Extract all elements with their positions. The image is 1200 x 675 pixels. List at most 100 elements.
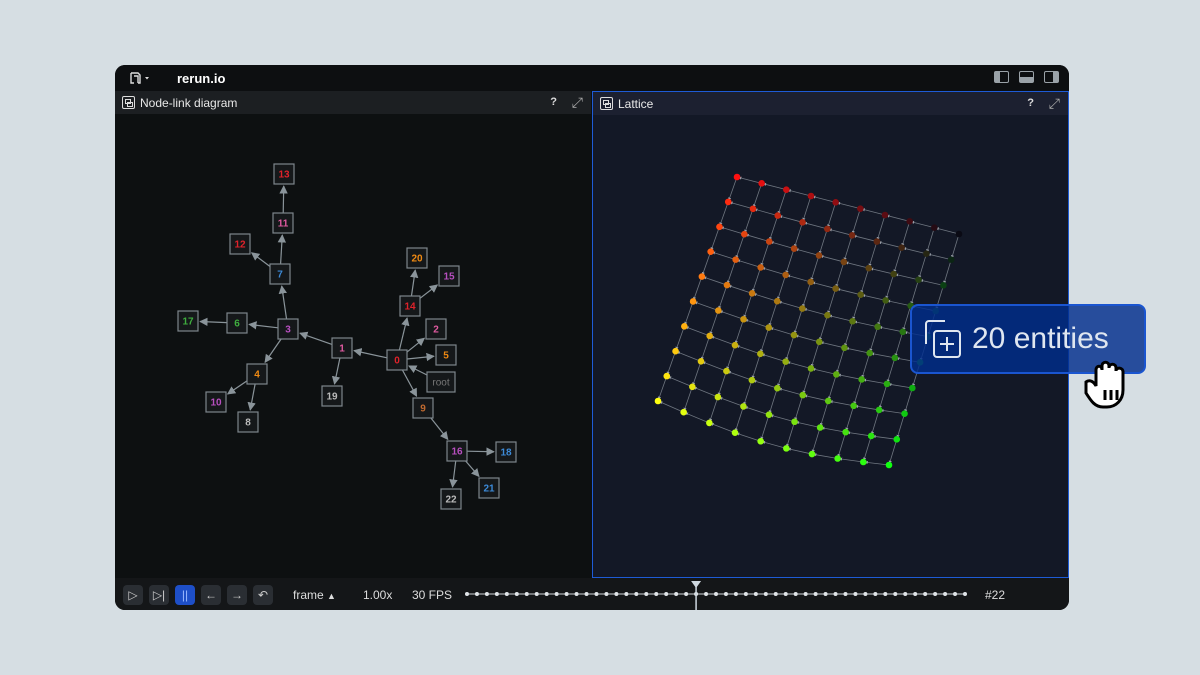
graph-node[interactable]: 12 (229, 233, 251, 255)
lattice-node[interactable] (815, 338, 823, 346)
lattice-node[interactable] (790, 331, 798, 339)
lattice-node[interactable] (740, 315, 747, 323)
lattice-node[interactable] (681, 323, 688, 330)
lattice-node[interactable] (816, 424, 824, 431)
lattice-node[interactable] (824, 311, 831, 319)
lattice-node[interactable] (765, 324, 773, 331)
lattice-node[interactable] (707, 248, 714, 255)
lattice-node[interactable] (748, 290, 756, 297)
rerun-logo-menu-icon[interactable] (129, 70, 151, 86)
lattice-node[interactable] (748, 376, 756, 384)
graph-node[interactable]: 11 (272, 212, 294, 234)
lattice-node[interactable] (865, 264, 873, 272)
lattice-node[interactable] (774, 384, 781, 392)
lattice-node[interactable] (824, 225, 831, 233)
lattice-node[interactable] (909, 384, 916, 392)
lattice-node[interactable] (824, 397, 832, 405)
lattice-node[interactable] (858, 376, 865, 383)
lattice-node[interactable] (807, 365, 815, 372)
graph-node[interactable]: 18 (495, 441, 517, 463)
lattice-node[interactable] (716, 223, 723, 231)
graph-node[interactable]: 3 (277, 318, 299, 340)
lattice-node[interactable] (757, 437, 764, 445)
play-button[interactable]: ▷ (123, 585, 143, 605)
lattice-node[interactable] (891, 354, 899, 362)
lattice-node[interactable] (672, 347, 679, 355)
lattice-node[interactable] (866, 349, 873, 357)
lattice-node[interactable] (765, 411, 773, 419)
lattice-node[interactable] (906, 218, 913, 225)
lattice-node[interactable] (689, 383, 696, 391)
lattice-node[interactable] (758, 180, 765, 187)
lattice-node[interactable] (867, 432, 875, 440)
graph-node[interactable]: 16 (446, 440, 468, 462)
graph-node[interactable]: 9 (412, 397, 434, 419)
loop-button[interactable]: ↶ (253, 585, 273, 605)
toggle-left-panel-icon[interactable] (994, 71, 1009, 83)
graph-node[interactable]: 8 (237, 411, 259, 433)
lattice-node[interactable] (807, 192, 815, 200)
lattice-node[interactable] (857, 291, 864, 298)
lattice-node[interactable] (723, 281, 731, 289)
graph-node[interactable]: 19 (321, 385, 343, 407)
lattice-node[interactable] (849, 317, 856, 325)
lattice-node[interactable] (749, 205, 757, 213)
lattice-node[interactable] (741, 230, 748, 238)
lattice-node[interactable] (773, 297, 781, 305)
lattice-node[interactable] (883, 380, 891, 388)
help-button[interactable]: ? (1027, 97, 1034, 109)
graph-node[interactable]: 21 (478, 477, 500, 499)
lattice-node[interactable] (848, 232, 856, 239)
graph-node[interactable]: 15 (438, 265, 460, 287)
lattice-node[interactable] (706, 332, 713, 340)
graph-node[interactable]: 6 (226, 312, 248, 334)
lattice-node[interactable] (791, 418, 798, 426)
lattice-node[interactable] (893, 436, 901, 443)
lattice-node[interactable] (715, 307, 722, 314)
lattice-node[interactable] (698, 273, 706, 280)
lattice-node[interactable] (783, 186, 790, 193)
toggle-bottom-panel-icon[interactable] (1019, 71, 1034, 83)
graph-node[interactable]: 7 (269, 263, 291, 285)
lattice-node[interactable] (923, 250, 930, 258)
lattice-node[interactable] (874, 323, 881, 331)
graph-node[interactable]: 4 (246, 363, 268, 385)
lattice-node[interactable] (940, 282, 947, 289)
lattice-node[interactable] (901, 410, 908, 417)
lattice-node[interactable] (815, 252, 823, 259)
lattice-node[interactable] (732, 256, 739, 263)
lattice-node[interactable] (783, 445, 790, 452)
lattice-graph[interactable] (593, 115, 1067, 577)
lattice-node[interactable] (689, 298, 697, 305)
graph-node[interactable]: 1 (331, 337, 353, 359)
lattice-node[interactable] (774, 212, 782, 219)
lattice-node[interactable] (697, 358, 705, 365)
lattice-node[interactable] (680, 408, 687, 416)
lattice-node[interactable] (654, 397, 662, 405)
graph-node[interactable]: 5 (435, 344, 457, 366)
graph-node[interactable]: 2 (425, 318, 447, 340)
maximize-icon[interactable]: ⤢ (1048, 95, 1060, 111)
lattice-node[interactable] (885, 461, 893, 469)
lattice-node[interactable] (898, 244, 905, 251)
lattice-node[interactable] (873, 238, 881, 245)
lattice-node[interactable] (706, 419, 713, 427)
graph-node[interactable]: 0 (386, 349, 408, 371)
lattice-node[interactable] (731, 341, 739, 349)
help-button[interactable]: ? (550, 96, 557, 108)
lattice-node[interactable] (899, 328, 907, 336)
graph-node[interactable]: 22 (440, 488, 462, 510)
lattice-node[interactable] (842, 428, 849, 436)
lattice-node[interactable] (857, 205, 864, 212)
lattice-node[interactable] (731, 429, 739, 437)
lattice-node[interactable] (724, 198, 732, 206)
lattice-node[interactable] (955, 230, 963, 238)
lattice-node[interactable] (833, 371, 840, 378)
lattice-node[interactable] (931, 224, 938, 231)
time-scrubber[interactable] (463, 578, 973, 610)
lattice-node[interactable] (757, 264, 764, 271)
lattice-node[interactable] (832, 199, 839, 206)
lattice-node[interactable] (782, 358, 789, 365)
lattice-node[interactable] (834, 455, 841, 462)
